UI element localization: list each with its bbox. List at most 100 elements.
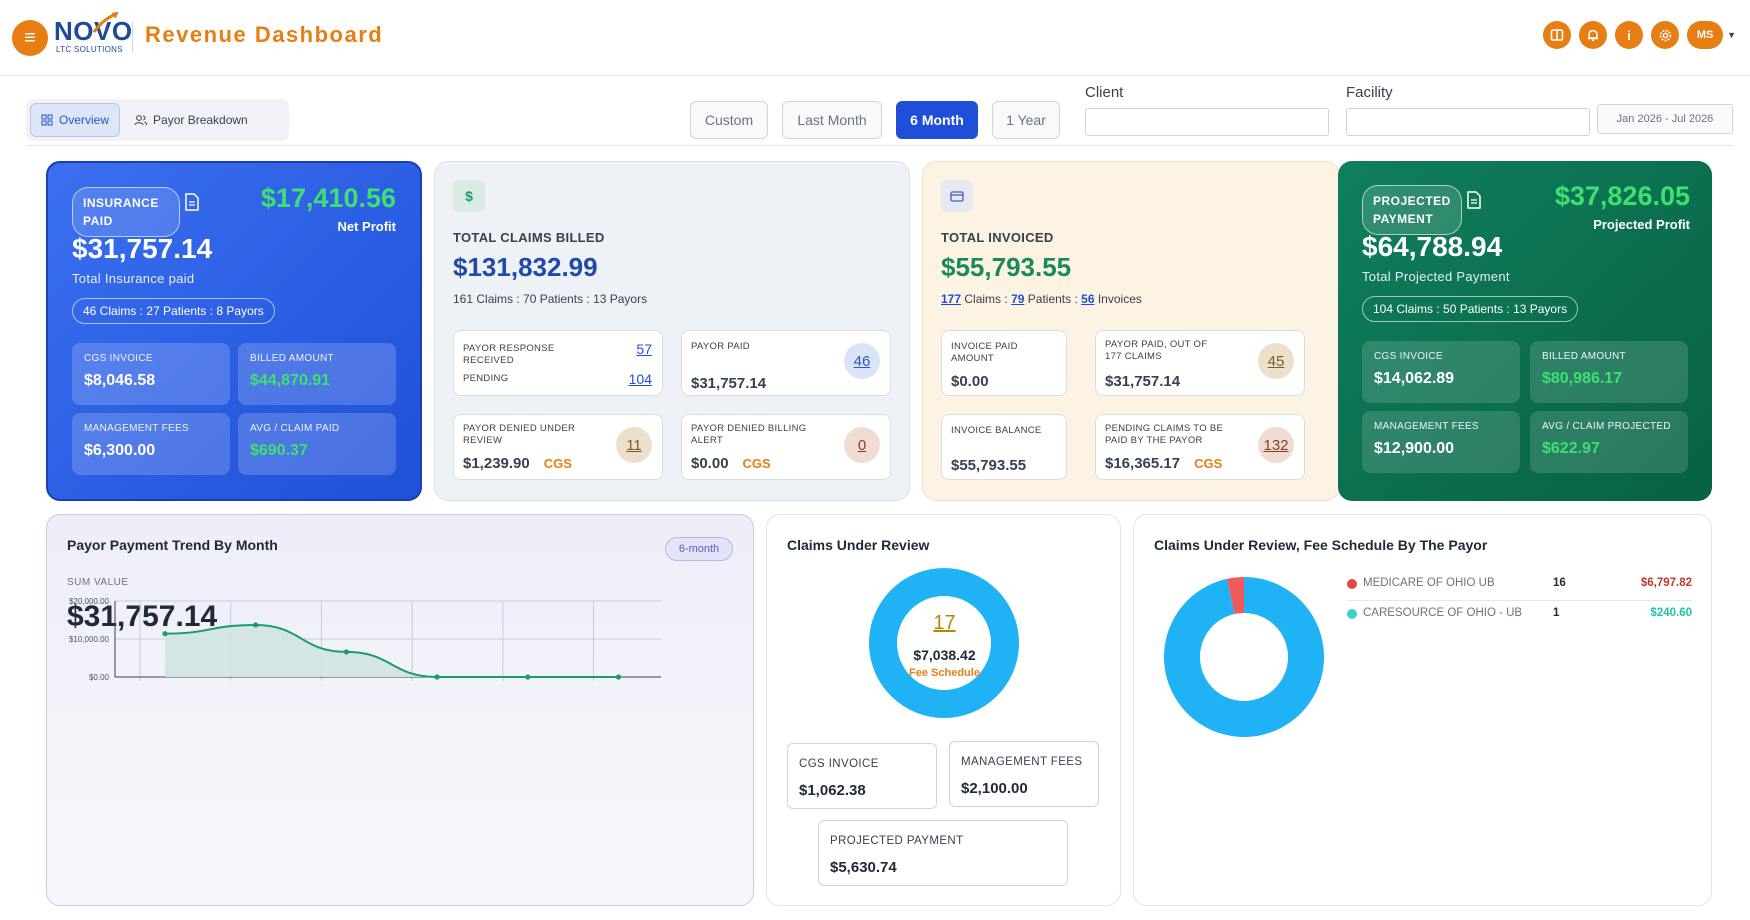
bell-icon[interactable] [1579,21,1608,49]
pending-count-link[interactable]: 104 [628,371,652,387]
range-6-month-button[interactable]: 6 Month [896,101,978,139]
tile-label: CGS INVOICE [1374,351,1443,362]
tab-payor-breakdown[interactable]: Payor Breakdown [124,103,258,137]
trend-point[interactable] [615,674,622,680]
tile-value: $14,062.89 [1374,370,1455,387]
payor-amount: $6,797.82 [1640,577,1692,589]
app-header: ≡ NOVO LTC SOLUTIONS Revenue Dashboard i… [0,0,1750,76]
document-icon[interactable] [184,193,200,211]
tile-value: $44,870.91 [250,372,331,389]
review-donut-ring [869,568,1019,718]
avatar[interactable]: MS [1687,21,1724,49]
review-proj-value: $5,630.74 [830,859,897,876]
payor-paid-count-link[interactable]: 46 [844,343,880,379]
claims-billed-title: TOTAL CLAIMS BILLED [453,230,605,245]
header-actions: i MS ▼ [1543,21,1736,49]
invoiced-amount: $55,793.55 [941,252,1072,282]
payor-response-box: PAYOR RESPONSE RECEIVED 57 PENDING 104 [453,330,663,396]
trend-point[interactable] [434,674,440,680]
invoices-count-link[interactable]: 56 [1081,292,1095,306]
payor-color-dot [1347,609,1357,619]
trend-point[interactable] [343,649,349,655]
invoice-paid-value: $0.00 [951,373,989,390]
users-icon [134,115,148,126]
novo-logo[interactable]: NOVO LTC SOLUTIONS [54,12,132,56]
gear-icon[interactable] [1651,21,1680,49]
denied-billing-box: PAYOR DENIED BILLING ALERT $0.00 CGS 0 [681,414,891,480]
avg-claim-projected-tile: AVG / CLAIM PROJECTED $622.97 [1530,411,1688,473]
payor-count: 1 [1553,607,1560,619]
denied-review-count-link[interactable]: 11 [616,427,652,463]
tab-overview[interactable]: Overview [30,103,121,137]
chevron-down-icon[interactable]: ▼ [1727,30,1736,40]
trend-area [165,624,619,677]
toolbar-divider [26,145,1734,146]
fee-schedule-panel: Claims Under Review, Fee Schedule By The… [1133,514,1712,906]
claims-billed-summary: 161 Claims : 70 Patients : 13 Payors [453,292,648,306]
payor-row[interactable]: CARESOURCE OF OHIO - UB 1 $240.60 [1347,607,1692,619]
period-badge[interactable]: 6-month [665,537,733,561]
range-1-year-button[interactable]: 1 Year [992,101,1060,139]
invoiced-title: TOTAL INVOICED [941,230,1054,245]
facility-input[interactable] [1346,108,1590,136]
info-icon[interactable]: i [1615,21,1644,49]
date-range-picker[interactable]: Jan 2026 - Jul 2026 [1597,104,1733,134]
range-last-month-button[interactable]: Last Month [782,101,882,139]
trend-line [164,623,619,678]
trend-point[interactable] [253,622,259,628]
payor-paid-out-of-value: $31,757.14 [1105,373,1181,390]
facility-label: Facility [1346,84,1393,101]
trend-title: Payor Payment Trend By Month [67,537,278,553]
denied-review-label: PAYOR DENIED UNDER REVIEW [463,423,576,446]
review-mgmt-label: MANAGEMENT FEES [961,756,1083,768]
projected-payment-caption: Total Projected Payment [1362,269,1510,284]
patients-count-link[interactable]: 79 [1011,292,1025,306]
pending-label: PENDING [463,373,509,384]
review-management-fees-box: MANAGEMENT FEES $2,100.00 [949,741,1099,807]
tile-label: MANAGEMENT FEES [1374,421,1479,432]
donut-slice[interactable] [1164,577,1324,737]
payor-name: CARESOURCE OF OHIO - UB [1363,607,1523,619]
response-count-link[interactable]: 57 [636,341,652,357]
avg-claim-paid-tile: AVG / CLAIM PAID $690.37 [238,413,396,475]
pending-claims-label: PENDING CLAIMS TO BE PAID BY THE PAYOR [1105,423,1224,446]
view-tabs: Overview Payor Breakdown [26,99,289,141]
document-icon[interactable] [1466,191,1482,209]
management-fees-tile: MANAGEMENT FEES $12,900.00 [1362,411,1520,473]
trend-point[interactable] [162,631,168,637]
trend-chart: $0.00 $10,000.00 $20,000.00 [69,597,661,682]
payor-name: MEDICARE OF OHIO UB [1363,577,1495,589]
payor-paid-out-of-count-link[interactable]: 45 [1258,343,1294,379]
payor-amount: $240.60 [1650,607,1692,619]
invoice-balance-label: INVOICE BALANCE [951,425,1042,436]
tab-overview-label: Overview [59,113,110,127]
invoice-balance-box: INVOICE BALANCE $55,793.55 [941,414,1067,480]
tab-payor-breakdown-label: Payor Breakdown [153,113,248,127]
client-input[interactable] [1085,108,1329,136]
cgs-invoice-tile: CGS INVOICE $8,046.58 [72,343,230,405]
range-custom-button[interactable]: Custom [690,101,768,139]
fee-schedule-donut [1164,577,1324,737]
review-title: Claims Under Review [787,537,930,553]
payor-row[interactable]: MEDICARE OF OHIO UB 16 $6,797.82 [1347,577,1692,589]
trend-point[interactable] [525,674,531,680]
total-claims-billed-card: $ TOTAL CLAIMS BILLED $131,832.99 161 Cl… [434,161,910,501]
denied-billing-count-link[interactable]: 0 [844,427,880,463]
tile-label: AVG / CLAIM PROJECTED [1542,421,1671,432]
tile-label: AVG / CLAIM PAID [250,423,340,434]
dollar-icon: $ [453,180,485,212]
cgs-invoice-tile: CGS INVOICE $14,062.89 [1362,341,1520,403]
review-count-link[interactable]: 17 [933,612,956,634]
insurance-paid-pill: INSURANCE PAID [72,187,180,237]
grid-icon [41,114,53,126]
invoiced-summary: 177 Claims : 79 Patients : 56 Invoices [941,292,1142,306]
invoice-balance-value: $55,793.55 [951,457,1027,474]
response-label: PAYOR RESPONSE RECEIVED [463,343,555,366]
hamburger-menu-button[interactable]: ≡ [12,20,48,56]
donut-slice[interactable] [1226,577,1244,615]
header-divider [132,22,133,52]
tile-value: $8,046.58 [84,372,156,389]
claims-count-link[interactable]: 177 [941,292,962,306]
columns-icon[interactable] [1543,21,1572,49]
pending-claims-count-link[interactable]: 132 [1258,427,1294,463]
